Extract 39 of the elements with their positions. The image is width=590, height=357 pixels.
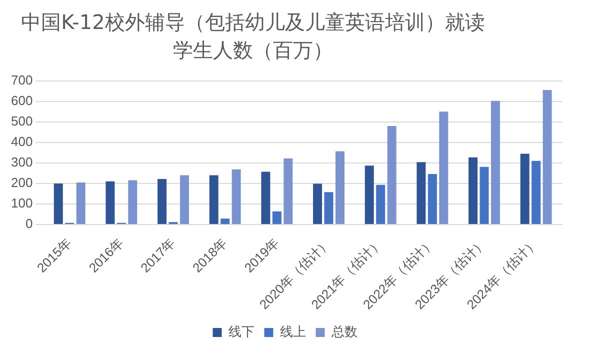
bar	[261, 172, 270, 224]
bar	[387, 126, 396, 224]
bar	[220, 218, 230, 224]
bar	[468, 157, 478, 224]
y-tick-label: 200	[10, 175, 33, 190]
bar	[376, 184, 386, 224]
y-tick-label: 400	[10, 134, 33, 149]
chart-title: 中国K-12校外辅导（包括幼儿及儿童英语培训）就读学生人数（百万）	[20, 9, 486, 64]
bar	[76, 182, 86, 224]
bar	[542, 90, 552, 224]
bar	[490, 100, 500, 224]
bar	[128, 180, 138, 224]
legend-label: 线上	[280, 324, 306, 340]
legend-label: 线下	[228, 324, 254, 340]
bar	[439, 112, 448, 224]
y-tick-label: 100	[10, 196, 33, 211]
bar	[324, 192, 334, 224]
legend-label: 总数	[330, 324, 358, 340]
bar	[336, 151, 344, 224]
bar	[272, 211, 282, 224]
bar	[480, 166, 489, 224]
y-tick-label: 300	[10, 154, 33, 170]
bar	[180, 175, 189, 224]
bar	[158, 178, 167, 224]
y-tick-label: 600	[10, 92, 33, 108]
y-tick-label: 0	[25, 216, 33, 232]
bar	[428, 174, 437, 224]
bar	[54, 183, 63, 224]
bar	[364, 166, 374, 224]
bar	[209, 175, 218, 224]
bar	[232, 169, 241, 224]
bar	[520, 154, 530, 224]
bar	[416, 162, 426, 224]
bar	[532, 160, 541, 224]
bar	[313, 184, 322, 224]
bar	[106, 181, 115, 224]
y-tick-label: 700	[10, 72, 33, 88]
y-tick-label: 500	[10, 113, 33, 128]
bar	[284, 158, 293, 224]
